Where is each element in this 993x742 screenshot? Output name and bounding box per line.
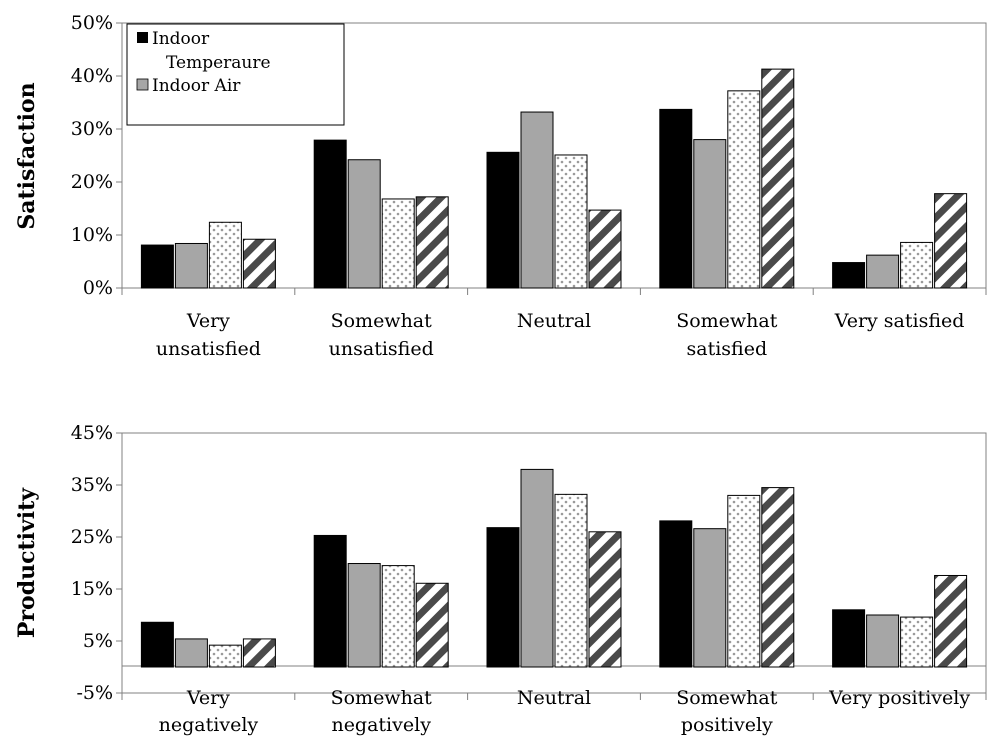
satisfaction-y-axis-label: Satisfaction xyxy=(14,82,40,229)
bar-dots xyxy=(554,493,588,668)
category-label: Neutral xyxy=(517,310,591,332)
category-label: Somewhat xyxy=(331,310,433,332)
bar-diagonal-stripes xyxy=(242,238,276,289)
bar-solid-black xyxy=(659,520,693,668)
satisfaction-legend: Indoor Temperaure Indoor Air xyxy=(126,23,345,126)
legend-label-indoor-temperaure-line1: Indoor xyxy=(152,29,210,49)
bar-solid-gray xyxy=(693,528,727,668)
category-label: Neutral xyxy=(517,687,591,709)
bar-solid-gray xyxy=(174,242,208,289)
bar-diagonal-stripes xyxy=(588,209,622,289)
bar-solid-gray xyxy=(866,614,900,668)
category-label: satisfied xyxy=(686,338,767,360)
bar-solid-black xyxy=(140,621,174,668)
bar-solid-gray xyxy=(693,139,727,289)
bar-dots xyxy=(900,241,934,289)
bar-diagonal-stripes xyxy=(761,487,795,668)
bar-solid-black xyxy=(832,609,866,668)
bar-dots xyxy=(900,616,934,668)
productivity-y-axis-label: Productivity xyxy=(14,487,40,638)
category-label: Somewhat xyxy=(676,310,778,332)
legend-label-indoor-temperaure-line2: Temperaure xyxy=(166,53,271,73)
category-label: unsatisfied xyxy=(329,338,434,360)
legend-box xyxy=(126,23,345,126)
y-tick-label: 5% xyxy=(83,630,113,652)
bar-solid-gray xyxy=(174,638,208,668)
y-tick-label: 15% xyxy=(71,578,113,600)
bar-diagonal-stripes xyxy=(588,531,622,668)
bar-dots xyxy=(554,154,588,289)
bar-solid-black xyxy=(313,139,347,289)
category-label: negatively xyxy=(159,714,259,736)
bar-diagonal-stripes xyxy=(242,638,276,668)
bar-dots xyxy=(727,90,761,289)
category-label: Somewhat xyxy=(331,687,433,709)
y-tick-label: 0% xyxy=(83,277,113,299)
bar-diagonal-stripes xyxy=(934,193,968,289)
y-tick-label: 50% xyxy=(71,12,113,34)
bar-dots xyxy=(208,221,242,289)
satisfaction-chart: 0% 10% 20% 30% 40% 50% Very unsatisfied Somewha… xyxy=(14,12,987,360)
bar-dots xyxy=(727,494,761,668)
legend-swatch-black xyxy=(137,32,148,43)
legend-label-indoor-air: Indoor Air xyxy=(152,76,241,96)
bar-solid-black xyxy=(486,151,520,289)
category-label: negatively xyxy=(331,714,431,736)
y-tick-label: 25% xyxy=(71,526,113,548)
category-label: positively xyxy=(681,714,773,736)
bar-diagonal-stripes xyxy=(761,68,795,289)
y-tick-label: -5% xyxy=(76,682,113,704)
bar-dots xyxy=(208,644,242,668)
y-tick-label: 30% xyxy=(71,118,113,140)
productivity-chart: -5% 5% 15% 25% 35% 45% Very negatively Somewhat… xyxy=(14,422,987,736)
bar-solid-black xyxy=(659,108,693,289)
bar-diagonal-stripes xyxy=(415,582,449,668)
bar-dots xyxy=(381,198,415,289)
category-label: Very positively xyxy=(828,687,970,709)
bar-solid-black xyxy=(140,244,174,289)
category-label: Very xyxy=(186,687,230,709)
category-label: unsatisfied xyxy=(156,338,261,360)
bar-solid-gray xyxy=(347,563,381,668)
bar-solid-black xyxy=(832,262,866,289)
y-tick-label: 45% xyxy=(71,422,113,444)
bar-solid-gray xyxy=(866,254,900,289)
productivity-plot-frame xyxy=(121,432,987,694)
bar-solid-gray xyxy=(347,159,381,289)
bar-solid-gray xyxy=(520,111,554,289)
bar-solid-gray xyxy=(520,468,554,668)
y-tick-label: 10% xyxy=(71,224,113,246)
category-label: Very xyxy=(186,310,230,332)
bar-dots xyxy=(381,565,415,668)
y-tick-label: 20% xyxy=(71,171,113,193)
legend-swatch-gray xyxy=(136,78,149,91)
bar-diagonal-stripes xyxy=(934,574,968,668)
category-label: Somewhat xyxy=(676,687,778,709)
bar-diagonal-stripes xyxy=(415,196,449,289)
bar-solid-black xyxy=(313,534,347,668)
y-tick-label: 40% xyxy=(71,65,113,87)
y-tick-label: 35% xyxy=(71,474,113,496)
bar-solid-black xyxy=(486,527,520,668)
category-label: Very satisfied xyxy=(834,310,965,332)
